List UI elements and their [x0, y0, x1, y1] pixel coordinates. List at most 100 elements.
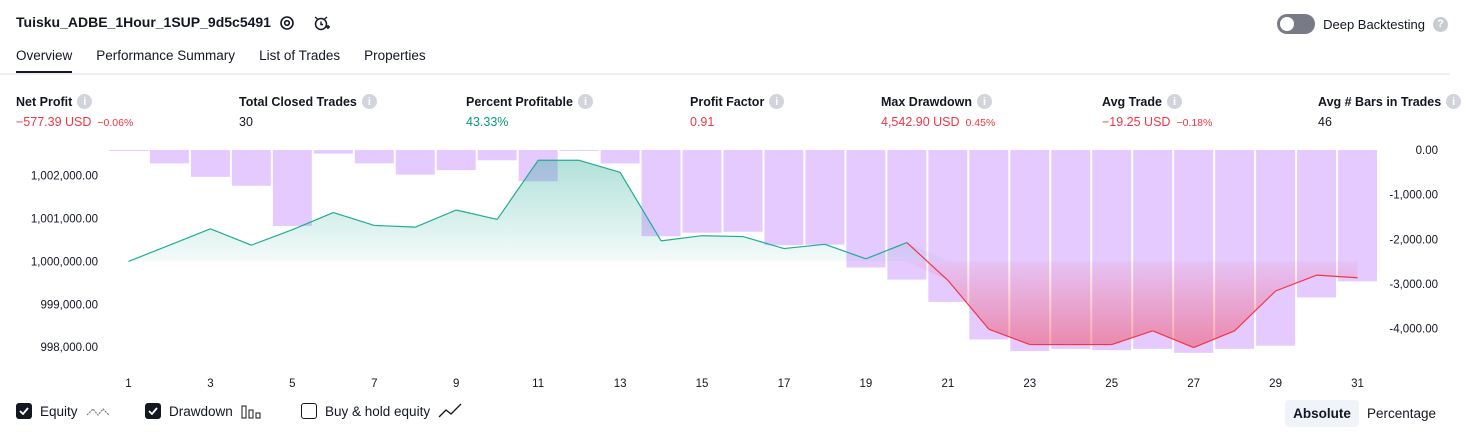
left-axis-tick: 999,000.00	[40, 299, 98, 311]
percentage-button[interactable]: Percentage	[1366, 406, 1436, 421]
equity-line-segment	[578, 159, 621, 173]
legend-drawdown[interactable]: Drawdown	[145, 403, 261, 419]
drawdown-checkbox[interactable]	[145, 403, 161, 419]
settings-icon[interactable]	[277, 13, 297, 33]
drawdown-bar	[190, 150, 230, 177]
drawdown-bar	[231, 150, 271, 186]
equity-line-segment	[619, 171, 662, 242]
drawdown-bar	[354, 150, 394, 164]
legend-buy-hold[interactable]: Buy & hold equity	[301, 403, 462, 419]
equity-checkbox[interactable]	[16, 403, 32, 419]
equity-line-segment	[292, 212, 334, 231]
metric-label: Net Profit	[16, 94, 73, 109]
tab-bar: Overview Performance Summary List of Tra…	[16, 48, 426, 73]
metric-value: 0.91	[690, 115, 715, 129]
equity-line-segment	[906, 242, 949, 281]
equity-label: Equity	[40, 403, 78, 419]
metric-info-icon[interactable]: i	[977, 94, 992, 109]
drawdown-bar	[723, 150, 763, 232]
equity-line-segment	[783, 243, 825, 250]
x-axis-tick: 23	[1023, 378, 1036, 390]
tab-properties[interactable]: Properties	[364, 48, 426, 63]
x-axis-tick: 11	[532, 378, 544, 390]
equity-line-segment	[1316, 274, 1358, 279]
absolute-button[interactable]: Absolute	[1285, 400, 1359, 427]
x-axis-tick: 5	[289, 378, 295, 390]
deep-backtesting-toggle[interactable]	[1277, 14, 1316, 34]
metric-value: 30	[239, 115, 253, 129]
equity-line-segment	[988, 328, 1030, 346]
drawdown-bar	[313, 150, 353, 154]
left-axis-tick: 998,000.00	[40, 342, 98, 354]
right-axis-tick: 0.00	[1416, 145, 1438, 157]
equity-line-segment	[1111, 330, 1153, 346]
x-axis-tick: 1	[125, 378, 131, 390]
metric-label: Profit Factor	[690, 94, 765, 109]
equity-line-icon	[86, 408, 109, 416]
buy-hold-label: Buy & hold equity	[325, 403, 431, 419]
metric-info-icon[interactable]: i	[361, 94, 377, 109]
equity-line-segment	[660, 235, 703, 242]
metric-3: Profit Factor i 0.91	[690, 94, 785, 129]
metric-2: Percent Profitable i 43.33%	[466, 94, 593, 129]
x-axis-tick: 21	[941, 378, 954, 390]
legend-equity[interactable]: Equity	[16, 403, 110, 419]
metric-value: 46	[1318, 115, 1332, 129]
metric-info-icon[interactable]: i	[577, 94, 593, 109]
drawdown-bar	[109, 150, 148, 151]
equity-line-segment	[702, 235, 744, 238]
metric-label: Max Drawdown	[881, 94, 972, 109]
metric-value: −19.25 USD	[1102, 115, 1171, 129]
drawdown-bar	[477, 150, 517, 161]
equity-line-segment	[169, 228, 211, 246]
equity-line-segment	[374, 224, 416, 228]
metric-info-icon[interactable]: i	[77, 94, 93, 109]
buy-hold-checkbox[interactable]	[301, 403, 317, 419]
x-axis-tick: 19	[860, 378, 873, 390]
drawdown-bar	[559, 150, 599, 151]
metric-info-icon[interactable]: i	[769, 94, 785, 109]
drawdown-label: Drawdown	[169, 403, 233, 419]
equity-line-segment	[1275, 274, 1317, 292]
left-axis-tick: 1,000,000.00	[31, 256, 98, 268]
drawdown-bar	[600, 150, 640, 164]
help-icon[interactable]: ?	[1433, 16, 1448, 32]
metric-1: Total Closed Trades i 30	[239, 94, 377, 129]
equity-line-segment	[496, 159, 539, 220]
right-axis-tick: -2,000.00	[1389, 234, 1438, 246]
equity-line-segment	[456, 209, 498, 221]
equity-line-segment	[210, 228, 252, 246]
metric-info-icon[interactable]: i	[1446, 94, 1462, 109]
drawdown-bar	[395, 150, 435, 175]
left-axis-tick: 1,002,000.00	[31, 171, 98, 183]
equity-line-segment	[333, 211, 375, 227]
equity-area-positive	[128, 160, 1358, 262]
drawdown-bar	[436, 150, 476, 171]
x-axis-tick: 25	[1105, 378, 1118, 390]
x-axis-tick: 17	[778, 378, 791, 390]
equity-line-segment	[865, 242, 908, 260]
tab-list-of-trades[interactable]: List of Trades	[259, 48, 341, 63]
drawdown-bar	[149, 150, 189, 164]
metric-label: Percent Profitable	[466, 94, 573, 109]
metric-info-icon[interactable]: i	[1166, 94, 1182, 109]
metric-subvalue: −0.18%	[1176, 117, 1213, 129]
tab-overview[interactable]: Overview	[16, 48, 73, 73]
equity-line-segment	[128, 244, 170, 262]
tab-performance-summary[interactable]: Performance Summary	[96, 48, 236, 63]
add-alert-icon[interactable]	[311, 13, 331, 33]
deep-backtesting-label: Deep Backtesting	[1323, 16, 1425, 32]
equity-line-segment	[947, 279, 990, 330]
equity-area-negative	[128, 261, 1358, 348]
equity-line-segment	[824, 243, 867, 260]
metric-label: Avg Trade	[1102, 94, 1162, 109]
equity-line-segment	[1193, 330, 1235, 349]
metric-5: Avg Trade i −19.25 USD −0.18%	[1102, 94, 1212, 129]
buy-hold-line-icon	[438, 403, 462, 418]
drawdown-bars-icon	[241, 405, 261, 419]
metric-6: Avg # Bars in Trades i 46	[1318, 94, 1462, 129]
equity-line-segment	[742, 235, 785, 250]
strategy-title: Tuisku_ADBE_1Hour_1SUP_9d5c5491	[16, 14, 271, 30]
metric-label: Avg # Bars in Trades	[1318, 94, 1442, 109]
value-mode-toggle: Absolute Percentage	[1285, 400, 1444, 427]
